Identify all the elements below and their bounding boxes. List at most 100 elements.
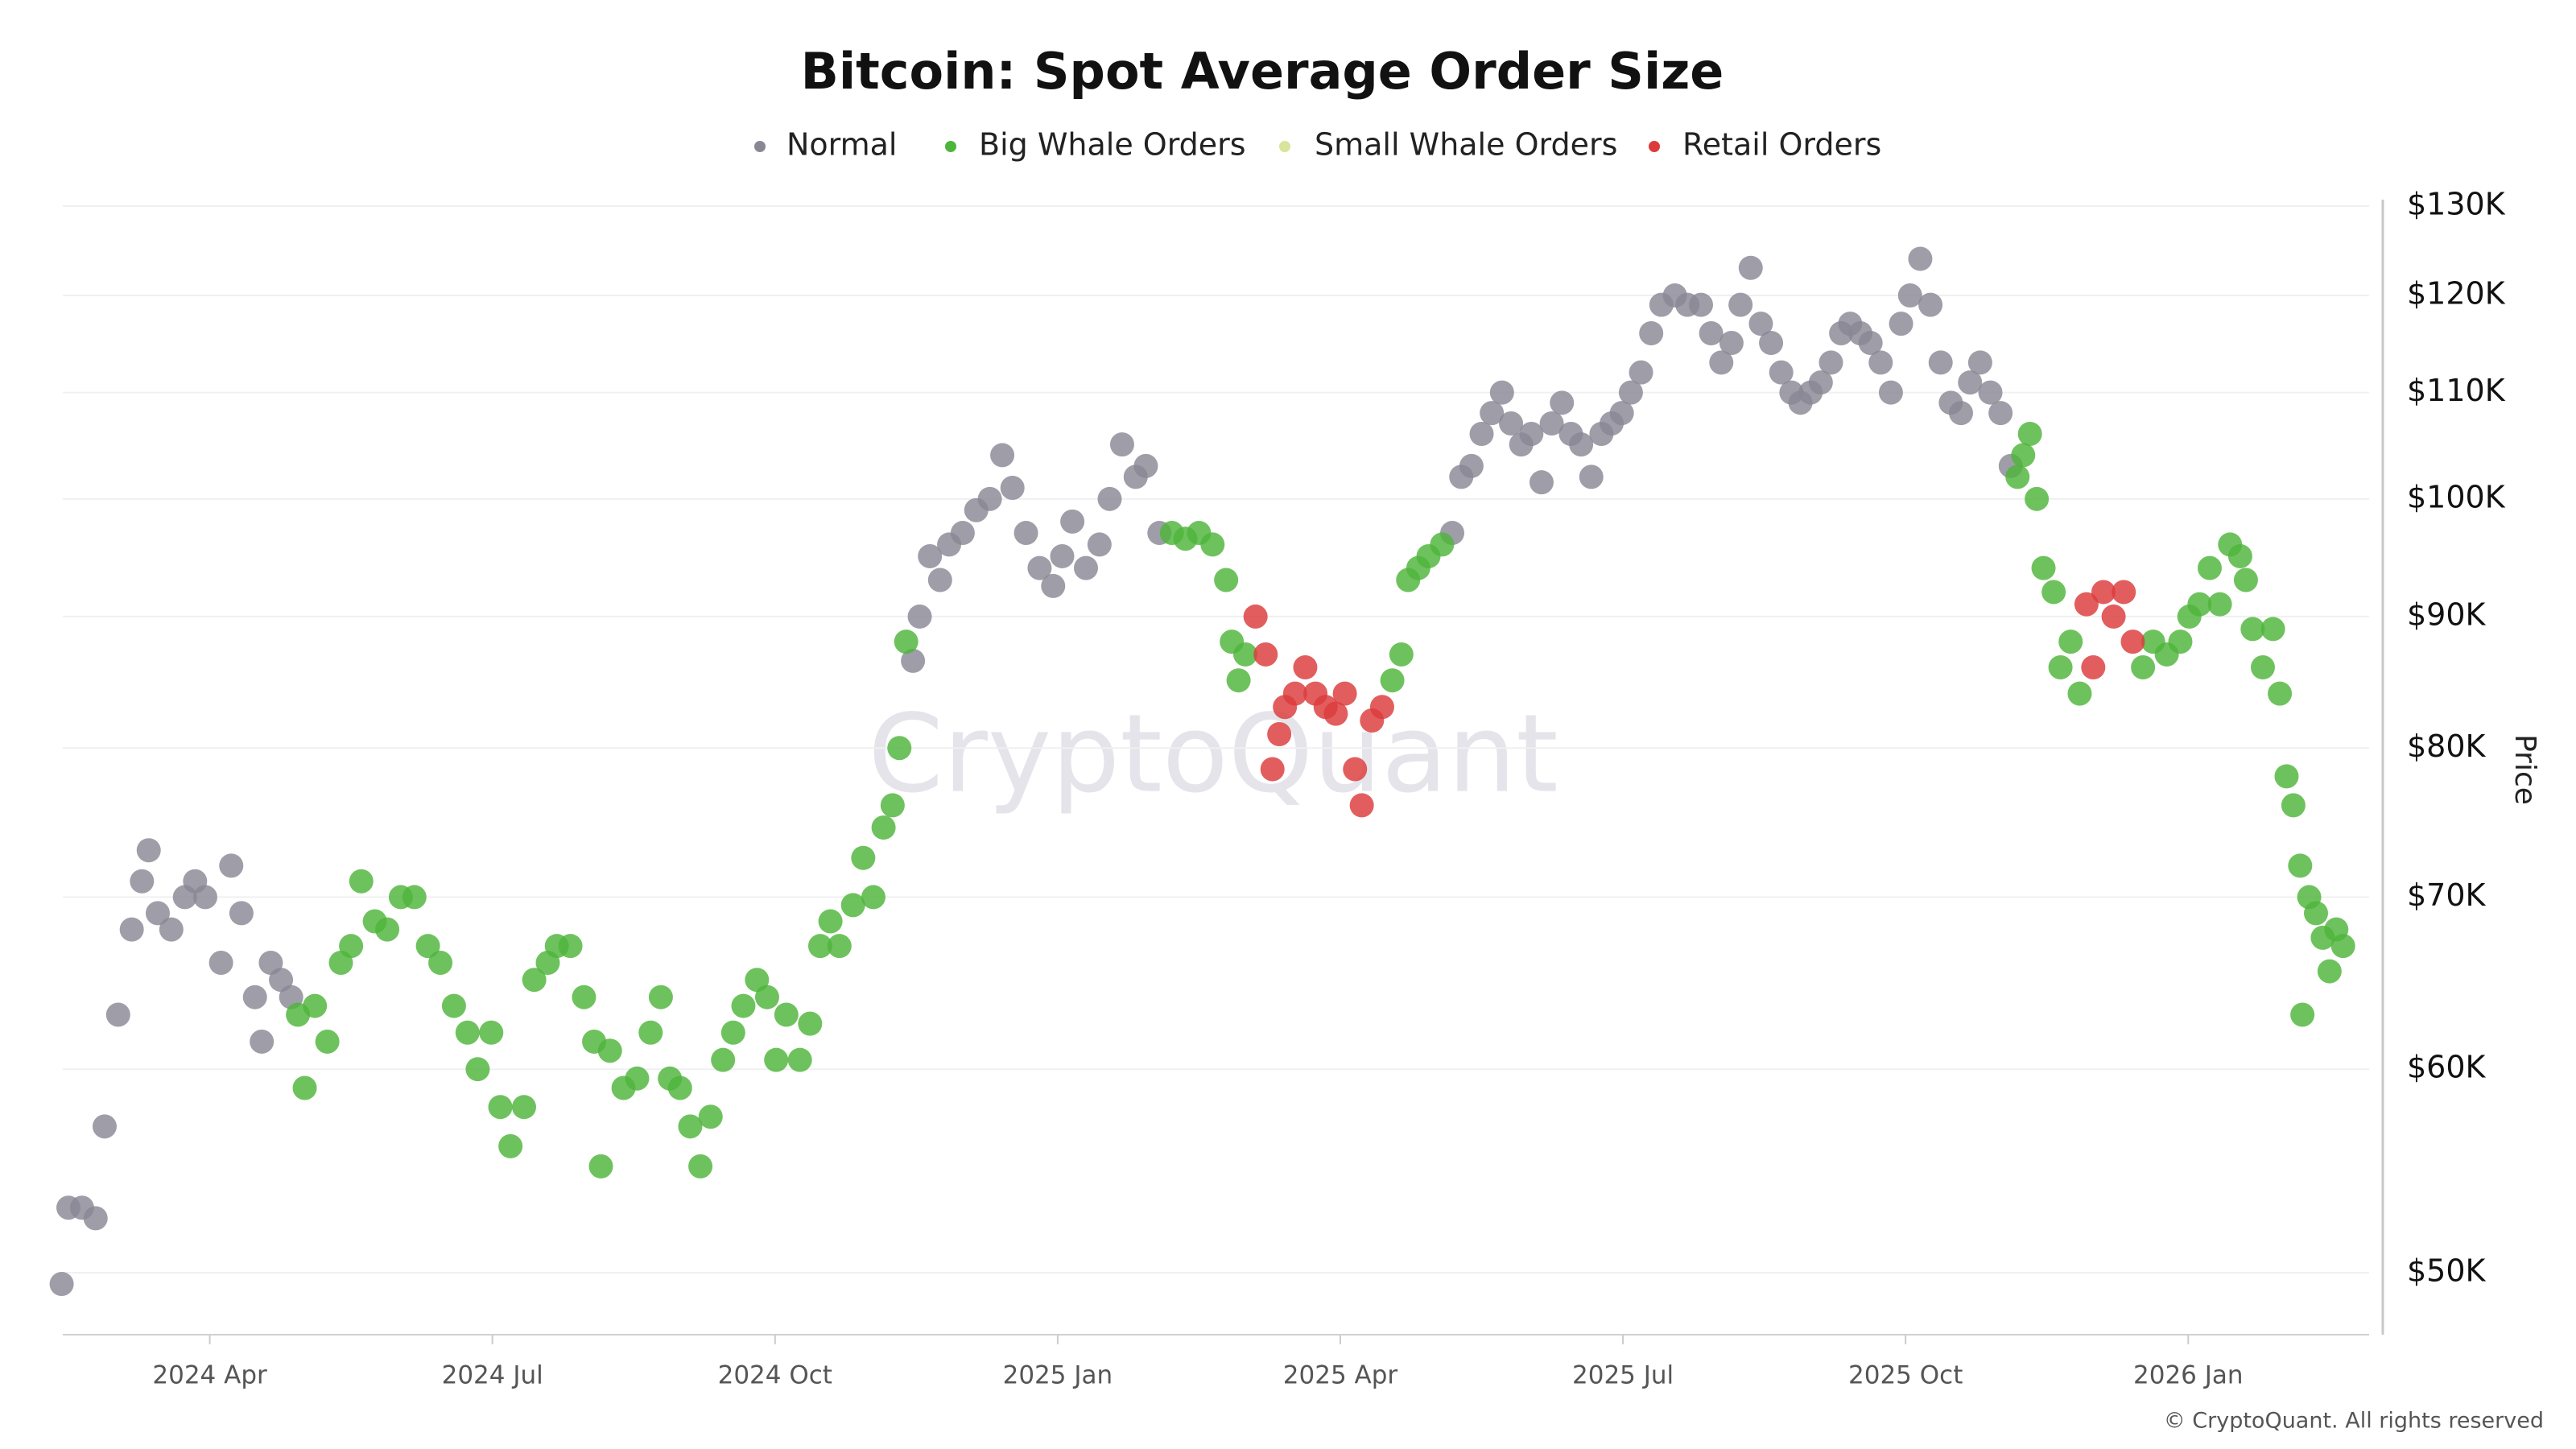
point: [1226, 668, 1251, 693]
point: [1738, 255, 1763, 280]
point: [1949, 401, 1974, 426]
point: [1060, 509, 1085, 534]
point: [119, 917, 144, 942]
point: [2303, 901, 2328, 926]
legend-marker: [754, 141, 766, 152]
x-tick-label: 2024 Apr: [152, 1361, 267, 1390]
point: [1323, 701, 1348, 726]
point: [2281, 793, 2306, 818]
point: [250, 1029, 275, 1054]
point: [2250, 654, 2275, 679]
point: [2005, 464, 2030, 489]
point: [1073, 555, 1098, 580]
point: [2240, 617, 2265, 642]
point: [1688, 292, 1713, 317]
point: [764, 1047, 789, 1072]
legend-label[interactable]: Retail Orders: [1682, 127, 1881, 163]
point: [1109, 432, 1134, 457]
point: [2131, 654, 2156, 679]
point: [731, 993, 756, 1018]
point: [2207, 592, 2232, 617]
legend-label[interactable]: Normal: [786, 127, 898, 163]
point: [2081, 654, 2106, 679]
point: [1539, 411, 1564, 436]
point: [774, 1002, 799, 1027]
point: [1489, 380, 1514, 405]
point: [1282, 681, 1307, 706]
point: [990, 443, 1015, 468]
point: [242, 985, 267, 1009]
point: [105, 1002, 130, 1027]
credit: © CryptoQuant. All rights reserved: [2164, 1409, 2544, 1434]
point: [2091, 580, 2116, 605]
y-tick-label: $80K: [2407, 729, 2487, 764]
point: [787, 1047, 812, 1072]
point: [2048, 654, 2073, 679]
point: [315, 1029, 340, 1054]
point: [597, 1038, 622, 1063]
point: [625, 1066, 650, 1091]
legend-marker: [1649, 141, 1660, 152]
point: [1569, 432, 1594, 457]
point: [880, 793, 905, 818]
point: [827, 934, 852, 959]
point: [1013, 521, 1038, 546]
point: [1097, 486, 1122, 511]
point: [678, 1114, 703, 1139]
point: [1928, 350, 1953, 375]
point: [488, 1095, 513, 1120]
point: [303, 993, 328, 1018]
point: [441, 993, 466, 1018]
point: [292, 1075, 317, 1100]
point: [818, 909, 843, 934]
point: [1480, 401, 1505, 426]
point: [1967, 350, 1992, 375]
point: [1214, 568, 1239, 592]
x-tick-label: 2025 Jul: [1572, 1361, 1674, 1390]
point: [1908, 246, 1933, 271]
point: [840, 893, 865, 918]
legend-label[interactable]: Big Whale Orders: [979, 127, 1246, 163]
point: [1958, 370, 1983, 395]
y-tick-label: $110K: [2407, 373, 2506, 408]
point: [1858, 331, 1883, 356]
y-tick-label: $50K: [2407, 1253, 2487, 1289]
point: [2227, 543, 2252, 568]
point: [907, 604, 932, 629]
point: [1380, 668, 1405, 693]
point: [1343, 757, 1368, 782]
point: [1369, 695, 1394, 720]
point: [667, 1075, 692, 1100]
point: [92, 1114, 117, 1139]
point: [807, 934, 832, 959]
point: [1133, 453, 1158, 478]
point: [754, 985, 779, 1009]
watermark: CryptoQuant: [868, 691, 1558, 817]
point: [1728, 292, 1753, 317]
y-axis-title: Price: [2508, 734, 2541, 805]
y-tick-label: $60K: [2407, 1050, 2487, 1085]
point: [1253, 642, 1278, 667]
legend-label[interactable]: Small Whale Orders: [1315, 127, 1617, 163]
point: [1050, 543, 1075, 568]
point: [1918, 292, 1943, 317]
point: [1233, 642, 1258, 667]
point: [130, 869, 155, 894]
y-tick-label: $70K: [2407, 877, 2487, 913]
point: [2041, 580, 2066, 605]
point: [2120, 630, 2145, 654]
point: [720, 1020, 745, 1045]
point: [2017, 422, 2042, 447]
point: [1087, 532, 1112, 557]
point: [83, 1206, 108, 1231]
point: [522, 968, 547, 993]
point: [1709, 350, 1734, 375]
point: [1000, 476, 1025, 501]
point: [2112, 580, 2136, 605]
point: [2288, 853, 2313, 878]
point: [918, 543, 943, 568]
y-tick-label: $120K: [2407, 275, 2506, 311]
point: [219, 853, 244, 878]
plot-area: [49, 246, 2355, 1296]
